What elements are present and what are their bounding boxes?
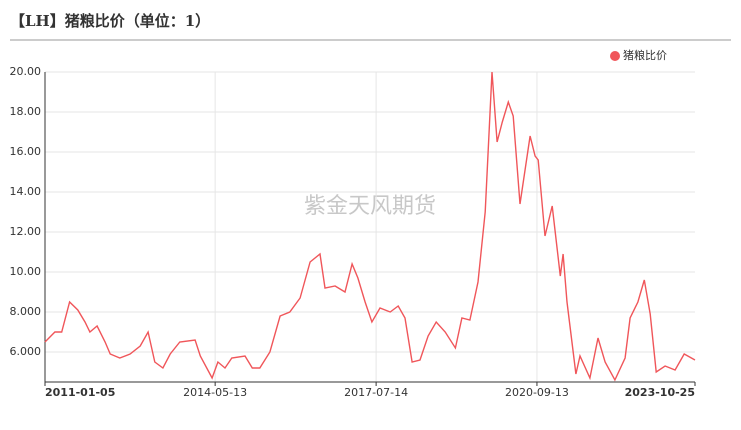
x-tick-label: 2020-09-13 bbox=[505, 386, 569, 399]
y-tick-label: 14.00 bbox=[10, 185, 42, 198]
y-tick-label: 6.000 bbox=[10, 345, 42, 358]
watermark: 紫金天风期货 bbox=[304, 194, 436, 219]
y-tick-label: 12.00 bbox=[10, 225, 42, 238]
legend-label: 猪粮比价 bbox=[623, 48, 667, 62]
x-tick-label: 2017-07-14 bbox=[344, 386, 408, 399]
x-tick-label: 2023-10-25 bbox=[625, 386, 695, 399]
y-tick-label: 10.00 bbox=[10, 265, 42, 278]
line-series bbox=[44, 71, 696, 382]
y-tick-label: 20.00 bbox=[10, 65, 42, 78]
y-tick-label: 18.00 bbox=[10, 105, 42, 118]
x-tick-label: 2011-01-05 bbox=[45, 386, 115, 399]
y-tick-label: 8.000 bbox=[10, 305, 42, 318]
chart-title: 【LH】猪粮比价（单位：1） bbox=[10, 12, 210, 30]
y-tick-label: 16.00 bbox=[10, 145, 42, 158]
x-tick-label: 2014-05-13 bbox=[183, 386, 247, 399]
legend-marker bbox=[610, 51, 620, 61]
